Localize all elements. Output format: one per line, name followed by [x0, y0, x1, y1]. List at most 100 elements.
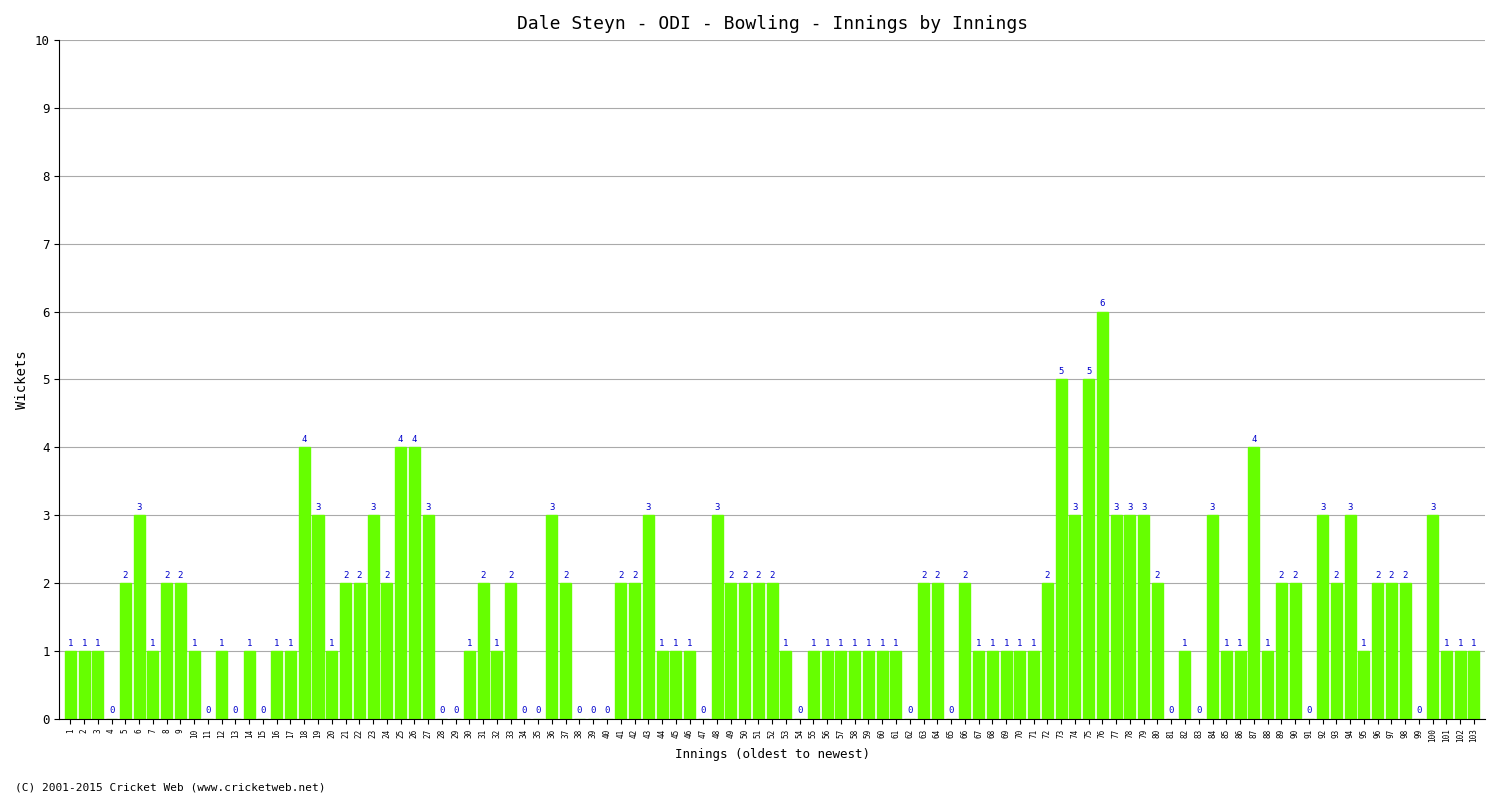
Bar: [891, 651, 902, 719]
Bar: [1000, 651, 1011, 719]
Text: 2: 2: [1334, 570, 1340, 580]
Bar: [492, 651, 502, 719]
Bar: [381, 583, 393, 719]
Text: 0: 0: [948, 706, 954, 715]
Text: 0: 0: [522, 706, 526, 715]
Text: 2: 2: [123, 570, 128, 580]
Bar: [862, 651, 874, 719]
Text: 0: 0: [591, 706, 596, 715]
Bar: [1455, 651, 1466, 719]
Bar: [726, 583, 736, 719]
Text: 0: 0: [110, 706, 114, 715]
Text: 0: 0: [1168, 706, 1174, 715]
Bar: [808, 651, 819, 719]
Bar: [368, 515, 378, 719]
Bar: [134, 515, 144, 719]
Bar: [272, 651, 282, 719]
Bar: [394, 447, 406, 719]
Bar: [711, 515, 723, 719]
Text: 1: 1: [219, 638, 225, 647]
Text: 1: 1: [494, 638, 500, 647]
Bar: [546, 515, 558, 719]
Text: 2: 2: [728, 570, 734, 580]
Bar: [1344, 515, 1356, 719]
Bar: [1386, 583, 1396, 719]
Bar: [78, 651, 90, 719]
Bar: [1152, 583, 1162, 719]
Bar: [849, 651, 859, 719]
Text: 2: 2: [1293, 570, 1298, 580]
Text: 1: 1: [879, 638, 885, 647]
Bar: [120, 583, 130, 719]
Text: 1: 1: [1264, 638, 1270, 647]
Text: 4: 4: [302, 435, 307, 444]
Text: 1: 1: [674, 638, 678, 647]
Text: 1: 1: [660, 638, 664, 647]
Bar: [176, 583, 186, 719]
Text: 1: 1: [68, 638, 74, 647]
Bar: [285, 651, 296, 719]
Bar: [1317, 515, 1328, 719]
Text: 1: 1: [94, 638, 100, 647]
Text: 4: 4: [398, 435, 404, 444]
Bar: [1110, 515, 1122, 719]
Bar: [876, 651, 888, 719]
Bar: [298, 447, 309, 719]
Text: 3: 3: [1430, 503, 1436, 512]
Bar: [340, 583, 351, 719]
Text: 1: 1: [1238, 638, 1242, 647]
Text: 1: 1: [328, 638, 334, 647]
Bar: [960, 583, 970, 719]
Text: 2: 2: [618, 570, 624, 580]
Text: 2: 2: [357, 570, 362, 580]
Bar: [354, 583, 364, 719]
Bar: [1138, 515, 1149, 719]
Text: 3: 3: [1142, 503, 1146, 512]
Text: 3: 3: [1072, 503, 1077, 512]
Bar: [243, 651, 255, 719]
Bar: [216, 651, 226, 719]
Text: 6: 6: [1100, 299, 1106, 308]
Text: 2: 2: [962, 570, 968, 580]
Text: 1: 1: [990, 638, 994, 647]
Text: 0: 0: [1416, 706, 1422, 715]
Bar: [822, 651, 833, 719]
Text: 1: 1: [81, 638, 87, 647]
Text: 1: 1: [852, 638, 858, 647]
Text: 0: 0: [700, 706, 706, 715]
Text: 1: 1: [810, 638, 816, 647]
Text: 3: 3: [1347, 503, 1353, 512]
Bar: [657, 651, 668, 719]
Text: 2: 2: [921, 570, 926, 580]
Text: 2: 2: [509, 570, 513, 580]
Text: 0: 0: [1306, 706, 1311, 715]
Bar: [1028, 651, 1039, 719]
Bar: [1248, 447, 1260, 719]
Bar: [1442, 651, 1452, 719]
Text: 1: 1: [1182, 638, 1188, 647]
Bar: [628, 583, 640, 719]
Text: 2: 2: [1278, 570, 1284, 580]
Text: 3: 3: [315, 503, 321, 512]
Bar: [740, 583, 750, 719]
Text: 2: 2: [562, 570, 568, 580]
Text: 2: 2: [1044, 570, 1050, 580]
Bar: [1262, 651, 1274, 719]
Text: 0: 0: [536, 706, 542, 715]
Text: 2: 2: [1155, 570, 1160, 580]
Text: 2: 2: [742, 570, 747, 580]
Text: 3: 3: [714, 503, 720, 512]
Text: 3: 3: [1320, 503, 1326, 512]
Text: 0: 0: [604, 706, 609, 715]
Bar: [684, 651, 694, 719]
Text: 0: 0: [261, 706, 266, 715]
Text: 1: 1: [687, 638, 693, 647]
Bar: [560, 583, 572, 719]
Bar: [1125, 515, 1136, 719]
Text: 1: 1: [274, 638, 279, 647]
Text: 1: 1: [865, 638, 871, 647]
Text: 1: 1: [288, 638, 292, 647]
Bar: [312, 515, 324, 719]
Text: 3: 3: [136, 503, 142, 512]
Bar: [1221, 651, 1232, 719]
